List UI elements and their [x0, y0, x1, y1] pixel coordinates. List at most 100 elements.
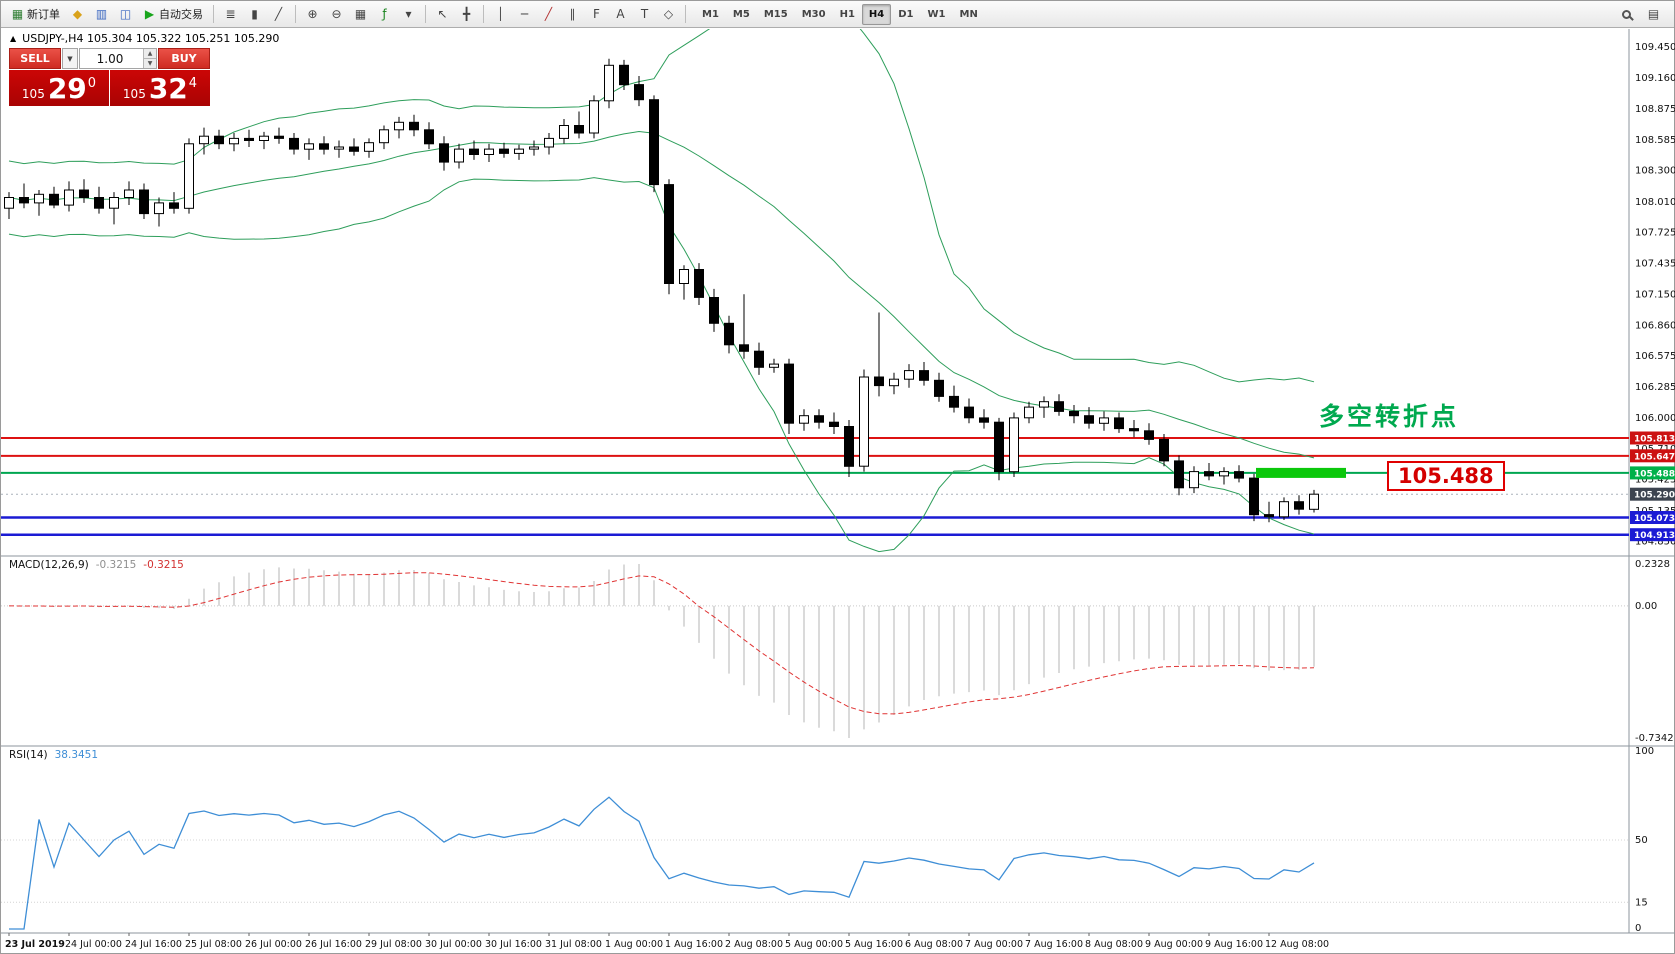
symbol-ohlc-text: USDJPY-,H4 105.304 105.322 105.251 105.2…	[22, 32, 280, 45]
zoom-out-button[interactable]: ⊖	[325, 3, 348, 25]
indicators-icon: ƒ	[382, 7, 387, 21]
cursor-button[interactable]: ↖	[431, 3, 454, 25]
chart-plot-area[interactable]	[1, 29, 1629, 933]
svg-text:2 Aug 08:00: 2 Aug 08:00	[725, 939, 783, 950]
gold-button[interactable]: ◆	[66, 3, 89, 25]
zoom-out-icon: ⊖	[331, 7, 342, 21]
bar-chart-button[interactable]: ≣	[219, 3, 242, 25]
text-tool-button[interactable]: A	[609, 3, 632, 25]
svg-text:107.725: 107.725	[1635, 227, 1675, 238]
svg-text:26 Jul 00:00: 26 Jul 00:00	[245, 939, 302, 950]
collapse-arrow-icon[interactable]: ▲	[10, 34, 17, 43]
candlestick-series	[4, 58, 1319, 523]
fibonacci-button[interactable]: F	[585, 3, 608, 25]
svg-text:106.860: 106.860	[1635, 320, 1675, 331]
volume-input[interactable]	[80, 49, 140, 68]
timeframe-m5-button[interactable]: M5	[732, 8, 750, 20]
timeframe-toolbar: M1 M5 M15 M30 H1 H4 D1 W1 MN	[695, 3, 985, 25]
svg-text:105.290: 105.290	[1634, 491, 1675, 501]
svg-text:9 Aug 00:00: 9 Aug 00:00	[1145, 939, 1203, 950]
svg-text:30 Jul 00:00: 30 Jul 00:00	[425, 939, 482, 950]
bar-chart-icon: ≣	[225, 7, 236, 21]
svg-text:108.875: 108.875	[1635, 104, 1675, 115]
svg-text:-0.7342: -0.7342	[1635, 733, 1674, 744]
timeframe-m1-button[interactable]: M1	[702, 8, 719, 20]
volume-down-button[interactable]: ▼	[143, 58, 156, 68]
trade-controls-row: SELL ▼ ▲ ▼ BUY	[9, 48, 210, 69]
candlestick-chart-button[interactable]: ▮	[243, 3, 266, 25]
timeframe-mn-button[interactable]: MN	[959, 8, 978, 20]
crosshair-button[interactable]: ╋	[455, 3, 478, 25]
chevron-down-icon: ▾	[405, 7, 412, 21]
svg-text:109.450: 109.450	[1635, 42, 1675, 53]
svg-text:24 Jul 00:00: 24 Jul 00:00	[65, 939, 122, 950]
sell-price-base: 105	[21, 87, 45, 101]
chart-canvas[interactable]: 109.450 109.160 108.875 108.585 108.300 108.0…	[1, 29, 1675, 954]
tile-windows-button[interactable]: ▦	[349, 3, 372, 25]
price-tag-104913: 104.913	[1630, 528, 1675, 541]
svg-text:100: 100	[1635, 746, 1654, 757]
timeframe-m30-button[interactable]: M30	[801, 8, 826, 20]
svg-text:106.285: 106.285	[1635, 382, 1675, 393]
vertical-line-button[interactable]: │	[489, 3, 512, 25]
timeframe-m15-button[interactable]: M15	[763, 8, 788, 20]
channel-button[interactable]: ∥	[561, 3, 584, 25]
auto-trading-button[interactable]: ▶ 自动交易	[138, 3, 208, 25]
buy-price-pips: 32	[148, 72, 188, 105]
toolbar-separator	[425, 5, 426, 23]
highlight-zone-box[interactable]	[1256, 467, 1346, 478]
svg-text:12 Aug 08:00: 12 Aug 08:00	[1265, 939, 1329, 950]
data-window-icon: ◫	[119, 7, 132, 21]
main-toolbar: ▦ 新订单 ◆ ▥ ◫ ▶ 自动交易 ≣ ▮ ╱ ⊕ ⊖ ▦ ƒ ▾ ↖ ╋ │ ─ ╱ ∥ F A T ◇ M1 M5 M15 M30…	[1, 1, 1674, 28]
rsi-line	[9, 796, 1315, 930]
quick-search-button[interactable]	[1616, 3, 1640, 25]
new-order-icon: ▦	[11, 7, 24, 21]
sell-button[interactable]: SELL	[9, 48, 61, 69]
turning-point-annotation: 多空转折点	[1319, 402, 1460, 431]
sell-price-pips: 29	[47, 72, 87, 105]
cursor-icon: ↖	[437, 7, 448, 21]
rsi-indicator-label: RSI(14) 38.3451	[9, 749, 98, 761]
line-chart-icon: ╱	[274, 7, 283, 21]
price-tag-105073: 105.073	[1630, 511, 1675, 524]
horizontal-line-button[interactable]: ─	[513, 3, 536, 25]
svg-text:105.647: 105.647	[1634, 452, 1675, 462]
trade-prices-row: 105 29 0 105 32 4	[9, 70, 210, 106]
volume-box: ▲ ▼	[79, 48, 157, 69]
label-icon: T	[640, 7, 649, 21]
periods-dropdown[interactable]: ▾	[397, 3, 420, 25]
new-order-button[interactable]: ▦ 新订单	[6, 3, 65, 25]
label-tool-button[interactable]: T	[633, 3, 656, 25]
vertical-line-icon: │	[496, 7, 505, 21]
shapes-dropdown[interactable]: ◇	[657, 3, 680, 25]
time-axis[interactable]: 23 Jul 2019 24 Jul 00:00 24 Jul 16:00 25 Ju…	[5, 933, 1329, 950]
timeframe-w1-button[interactable]: W1	[927, 8, 946, 20]
macd-panel: 0.2328 0.00 -0.7342	[1, 559, 1674, 744]
trendline-button[interactable]: ╱	[537, 3, 560, 25]
text-icon: A	[616, 7, 625, 21]
line-chart-button[interactable]: ╱	[267, 3, 290, 25]
buy-button[interactable]: BUY	[158, 48, 210, 69]
buy-price-point: 4	[188, 76, 198, 91]
price-axis[interactable]: 109.450 109.160 108.875 108.585 108.300 108.0…	[1630, 42, 1675, 548]
gold-bars-icon: ◆	[72, 7, 83, 21]
volume-dropdown-button[interactable]: ▼	[62, 48, 78, 69]
layers-icon: ▤	[1647, 7, 1660, 21]
volume-up-button[interactable]: ▲	[143, 49, 156, 58]
chart-list-button[interactable]: ▤	[1642, 3, 1665, 25]
sell-price-button[interactable]: 105 29 0	[9, 70, 109, 106]
zoom-in-button[interactable]: ⊕	[301, 3, 324, 25]
indicators-button[interactable]: ƒ	[373, 3, 396, 25]
price-tag-105290: 105.290	[1630, 487, 1675, 501]
channel-icon: ∥	[569, 7, 576, 21]
timeframe-d1-button[interactable]: D1	[898, 8, 914, 20]
market-watch-button[interactable]: ▥	[90, 3, 113, 25]
timeframe-h4-button[interactable]: H4	[861, 3, 892, 25]
svg-text:5 Aug 00:00: 5 Aug 00:00	[785, 939, 843, 950]
svg-text:1 Aug 16:00: 1 Aug 16:00	[665, 939, 723, 950]
buy-price-button[interactable]: 105 32 4	[110, 70, 210, 106]
timeframe-h1-button[interactable]: H1	[839, 8, 855, 20]
svg-text:8 Aug 08:00: 8 Aug 08:00	[1085, 939, 1143, 950]
data-window-button[interactable]: ◫	[114, 3, 137, 25]
